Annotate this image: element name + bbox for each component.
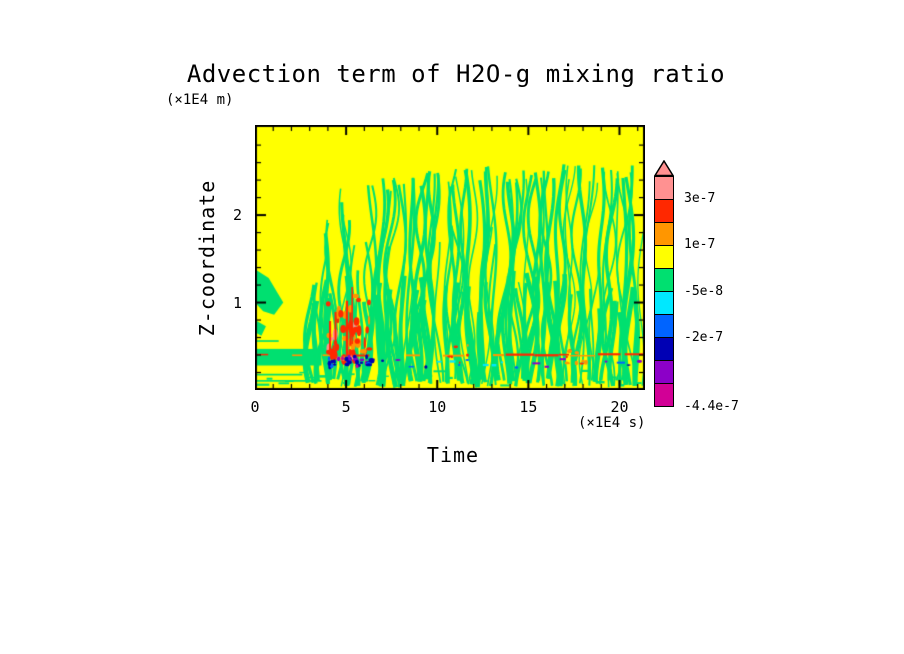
colorbar-segment — [654, 245, 674, 269]
x-tick-label: 15 — [519, 398, 538, 416]
colorbar-tick-label: -5e-8 — [684, 283, 724, 299]
x-tick-label: 10 — [428, 398, 447, 416]
colorbar-tick-label: 3e-7 — [684, 191, 716, 207]
x-tick-label: 0 — [250, 398, 260, 416]
colorbar-segment — [654, 222, 674, 246]
y-tick-label: 2 — [232, 206, 242, 225]
colorbar-segment — [654, 314, 674, 338]
colorbar — [654, 160, 674, 407]
colorbar-segment — [654, 383, 674, 407]
colorbar-tick-label: -2e-7 — [684, 329, 724, 345]
y-axis-unit-label: (×1E4 m) — [166, 92, 234, 108]
colorbar-segments — [654, 176, 674, 407]
colorbar-segment — [654, 176, 674, 200]
heatmap-canvas — [255, 125, 645, 390]
x-axis-label: Time — [426, 443, 480, 467]
x-tick-label: 5 — [341, 398, 351, 416]
colorbar-segment — [654, 360, 674, 384]
colorbar-segment — [654, 337, 674, 361]
y-tick-label: 1 — [232, 293, 242, 312]
colorbar-arrow-shape — [654, 160, 674, 176]
x-axis-unit-label: (×1E4 s) — [578, 415, 646, 431]
colorbar-segment — [654, 199, 674, 223]
colorbar-arrow-icon — [654, 160, 674, 176]
x-tick-label: 20 — [610, 398, 629, 416]
chart-title: Advection term of H2O-g mixing ratio — [186, 60, 726, 88]
y-axis-label: Z-coordinate — [195, 179, 219, 337]
colorbar-tick-label: -4.4e-7 — [684, 399, 739, 414]
colorbar-segment — [654, 268, 674, 292]
colorbar-tick-label: 1e-7 — [684, 237, 716, 253]
colorbar-segment — [654, 291, 674, 315]
